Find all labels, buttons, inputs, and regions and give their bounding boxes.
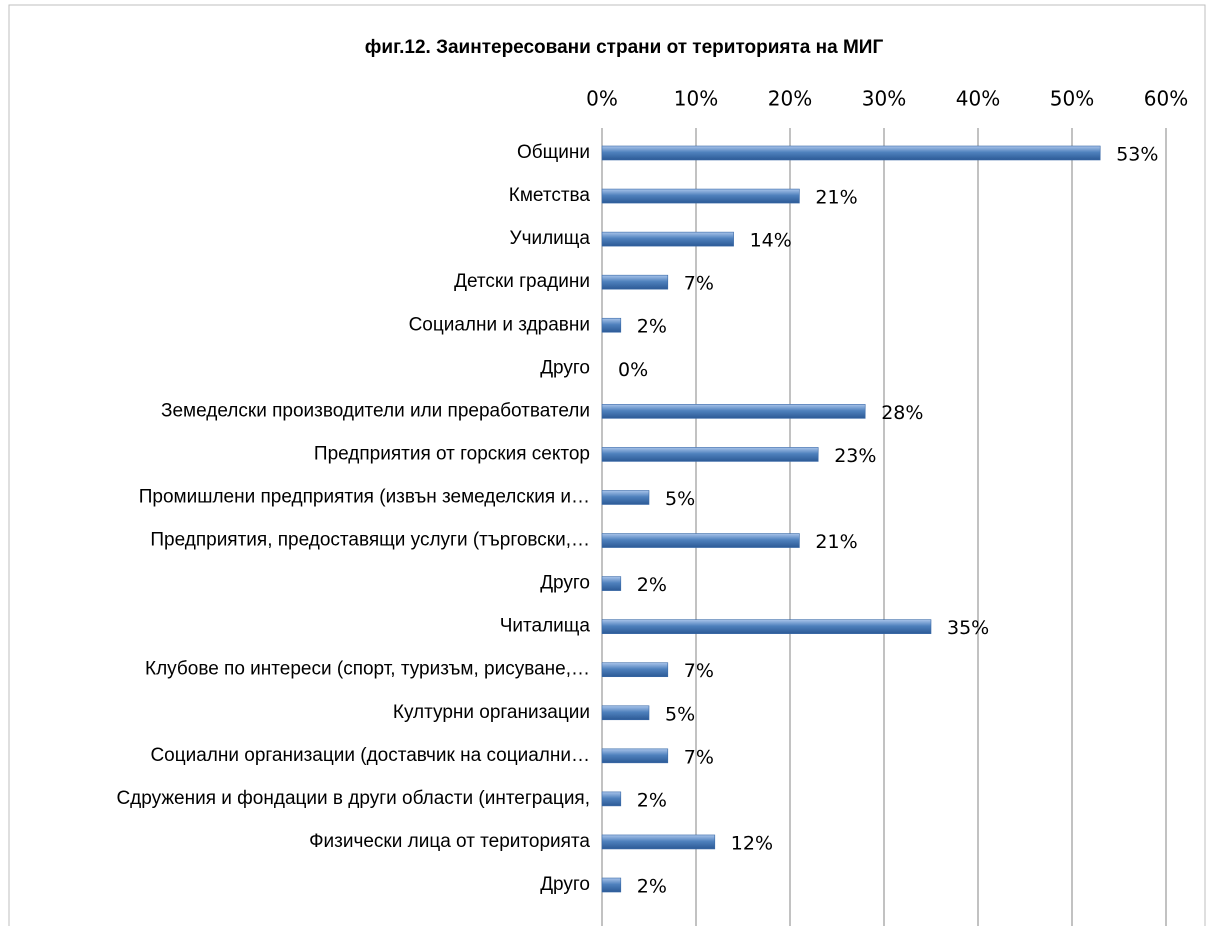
y-tick-label: Социални и здравни xyxy=(409,314,590,335)
y-tick-label: Училища xyxy=(510,228,591,249)
y-tick-label: Социални организации (доставчик на социа… xyxy=(150,745,590,766)
data-label: 7% xyxy=(684,273,714,295)
data-label: 2% xyxy=(637,876,667,898)
x-tick-label: 60% xyxy=(1144,87,1188,111)
bar xyxy=(601,490,650,505)
data-label: 2% xyxy=(637,574,667,596)
y-tick-label: Читалища xyxy=(500,616,591,637)
x-tick-label: 40% xyxy=(956,87,1000,111)
bar xyxy=(601,705,650,721)
data-label: 28% xyxy=(881,402,923,424)
bar xyxy=(601,188,800,204)
y-tick-label: Предприятия, предоставящи услуги (търгов… xyxy=(150,530,590,551)
data-label: 2% xyxy=(637,316,667,338)
chart-frame xyxy=(8,4,1206,931)
data-label: 23% xyxy=(834,445,876,467)
y-tick-label: Друго xyxy=(540,357,590,378)
x-tick-label: 50% xyxy=(1050,87,1094,111)
data-label: 12% xyxy=(731,832,773,854)
bar xyxy=(601,748,669,764)
y-tick-label: Общини xyxy=(517,142,590,163)
bar xyxy=(601,533,800,548)
data-label: 5% xyxy=(665,488,695,510)
y-tick-label: Клубове по интереси (спорт, туризъм, рис… xyxy=(145,659,590,680)
data-label: 21% xyxy=(815,187,857,209)
bar xyxy=(601,619,932,634)
bar xyxy=(601,834,716,850)
y-tick-label: Кметства xyxy=(509,185,591,206)
y-tick-label: Земеделски производители или преработват… xyxy=(161,400,590,421)
y-tick-label: Сдружения и фондации в други области (ин… xyxy=(116,788,590,809)
y-tick-label: Предприятия от горския сектор xyxy=(314,443,590,464)
data-label: 21% xyxy=(815,531,857,553)
bar xyxy=(601,791,622,807)
data-label: 53% xyxy=(1116,144,1158,166)
bar xyxy=(601,877,622,893)
x-tick-label: 0% xyxy=(586,87,618,111)
data-label: 7% xyxy=(684,660,714,682)
data-label: 14% xyxy=(750,230,792,252)
bar xyxy=(601,317,622,333)
x-tick-label: 10% xyxy=(674,87,718,111)
y-tick-label: Физически лица от територията xyxy=(309,831,590,852)
y-tick-label: Друго xyxy=(540,573,590,594)
chart-title: фиг.12. Заинтересовани страни от територ… xyxy=(365,37,884,58)
x-tick-label: 30% xyxy=(862,87,906,111)
data-label: 2% xyxy=(637,789,667,811)
bar xyxy=(601,404,866,419)
data-label: 35% xyxy=(947,617,989,639)
y-tick-label: Културни организации xyxy=(393,702,590,723)
y-tick-label: Друго xyxy=(540,874,590,895)
data-label: 0% xyxy=(618,359,648,381)
y-tick-label: Промишлени предприятия (извън земеделски… xyxy=(139,486,590,507)
bar xyxy=(601,231,734,247)
data-label: 5% xyxy=(665,703,695,725)
bar xyxy=(601,576,622,591)
y-tick-label: Детски градини xyxy=(454,271,590,292)
bar xyxy=(601,274,669,290)
bar xyxy=(601,662,669,678)
bar xyxy=(601,447,819,462)
x-tick-label: 20% xyxy=(768,87,812,111)
bar xyxy=(601,145,1101,161)
data-label: 7% xyxy=(684,746,714,768)
